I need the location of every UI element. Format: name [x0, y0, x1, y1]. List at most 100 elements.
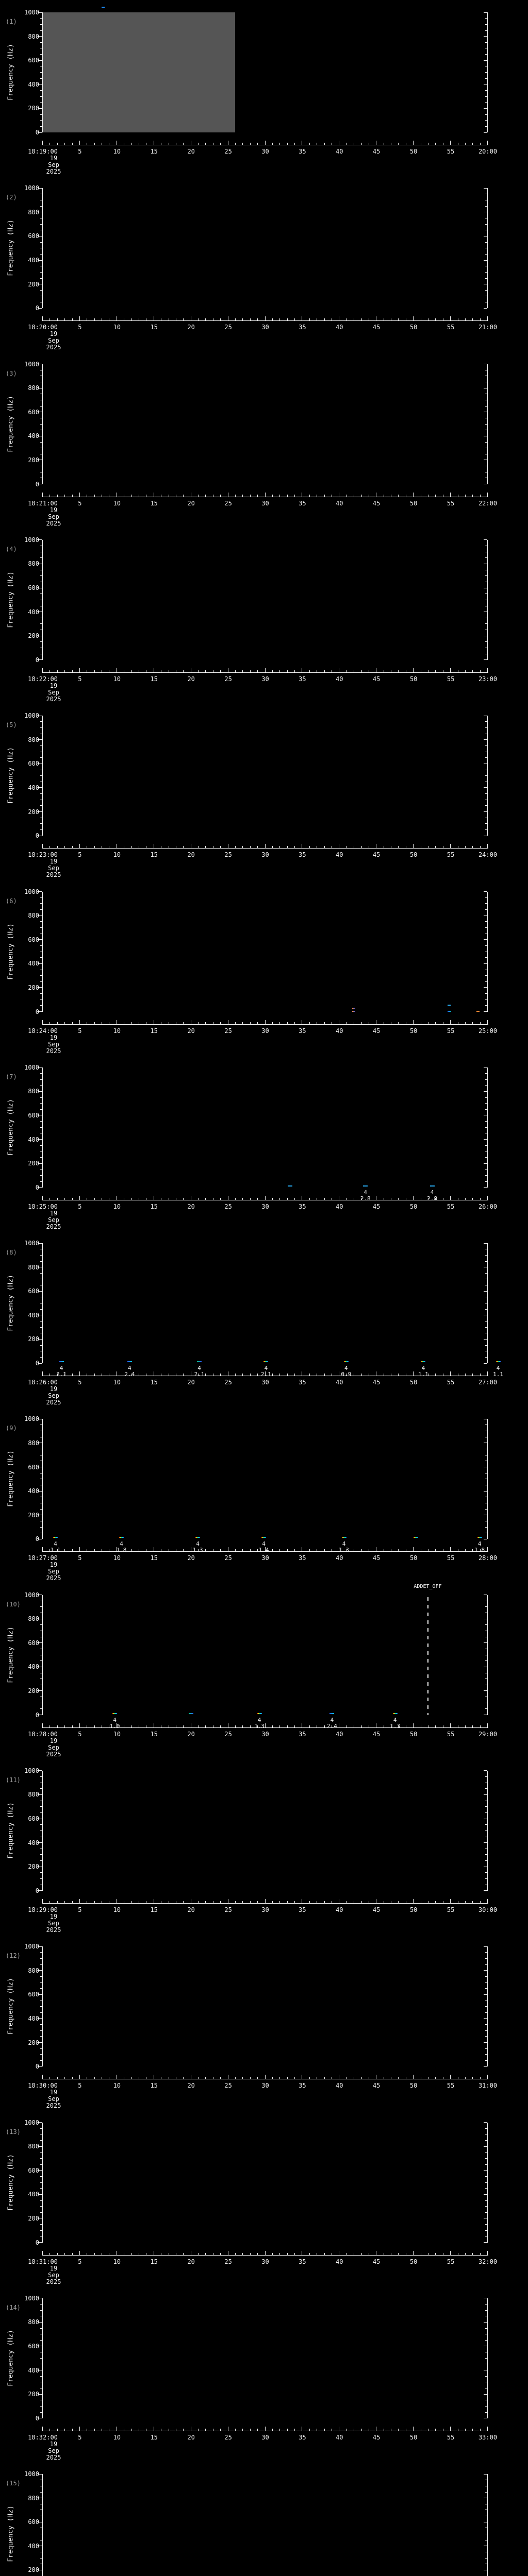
- y-axis-spine-right: [487, 1419, 488, 1539]
- x-axis-spine: [42, 672, 488, 673]
- y-axis-tick: [485, 2188, 487, 2189]
- y-axis-tick: [40, 829, 42, 831]
- x-axis-tick: [450, 492, 451, 497]
- x-axis-tick: [398, 2252, 399, 2255]
- x-tick-label: 20: [187, 2433, 195, 2441]
- y-axis-tick: [485, 829, 487, 831]
- y-axis-tick: [40, 2188, 42, 2189]
- date-label: 2025: [46, 1399, 61, 1406]
- x-axis-tick: [324, 2077, 325, 2079]
- y-tick-label: 600: [28, 2342, 39, 2350]
- x-axis-tick: [183, 494, 184, 497]
- y-axis-spine-left: [42, 364, 43, 484]
- y-tick-label: 1000: [24, 888, 39, 895]
- detection-speck: [448, 1010, 451, 1012]
- y-axis-tick: [484, 1091, 487, 1092]
- y-axis-tick: [39, 1187, 42, 1188]
- y-axis-tick: [39, 939, 42, 940]
- x-axis-tick: [487, 1547, 488, 1552]
- x-tick-label: 40: [336, 1027, 343, 1035]
- x-axis-tick: [465, 2077, 466, 2079]
- x-axis-tick: [205, 2252, 206, 2255]
- x-axis-tick: [183, 1549, 184, 1552]
- x-axis-tick: [309, 1197, 310, 1200]
- y-axis-tick: [485, 1181, 487, 1182]
- y-axis-tick: [39, 1091, 42, 1092]
- y-axis-spine-left: [42, 2298, 43, 2418]
- y-axis-title: Frequency (Hz): [7, 747, 15, 804]
- date-label: 19: [50, 2440, 58, 2448]
- y-axis-tick: [485, 1261, 487, 1262]
- x-axis-tick: [413, 1195, 414, 1200]
- y-axis-spine-left: [42, 539, 43, 660]
- x-axis-tick: [324, 846, 325, 849]
- date-label: 19: [50, 330, 58, 338]
- y-axis-tick: [485, 1606, 487, 1607]
- y-axis-tick: [40, 2182, 42, 2183]
- x-axis-tick: [435, 143, 436, 145]
- spectrogram-plot-area: [43, 1946, 488, 2067]
- spectrogram-plot-area: [43, 716, 488, 836]
- spectrogram-panel: (8) Frequency (Hz) 0 200 400 600 800 1000 18:2…: [0, 1231, 528, 1406]
- x-axis-tick: [265, 844, 266, 849]
- x-axis-tick: [465, 318, 466, 321]
- y-tick-label: 0: [35, 2239, 39, 2246]
- spectrogram-panel: (1) Frequency (Hz) 0 200 400 600 800 1000 18:1…: [0, 0, 528, 176]
- y-axis-tick: [485, 1806, 487, 1807]
- x-tick-label: 15: [150, 148, 158, 155]
- x-tick-label: 10: [113, 2433, 121, 2441]
- x-axis-tick: [257, 1549, 258, 1552]
- x-tick-label: 40: [336, 2433, 343, 2441]
- x-axis-tick: [272, 1374, 273, 1376]
- y-tick-label: 400: [28, 1136, 39, 1143]
- event-marker: [197, 1361, 202, 1363]
- y-axis-tick: [484, 2122, 487, 2123]
- x-axis-tick: [242, 2252, 243, 2255]
- x-tick-label: 35: [299, 1730, 306, 1738]
- x-axis-tick: [198, 2252, 199, 2255]
- x-tick-label: 55: [447, 1554, 455, 1562]
- y-axis-tick: [485, 2328, 487, 2329]
- x-axis-tick: [220, 2077, 221, 2079]
- y-axis-tick: [40, 1357, 42, 1358]
- x-tick-label: 45: [372, 851, 381, 859]
- x-axis-tick: [57, 1549, 58, 1552]
- y-axis-tick: [39, 2473, 42, 2475]
- x-axis-tick: [487, 141, 488, 145]
- x-tick-label: 50: [409, 148, 418, 155]
- event-count-label: 4: [342, 1540, 346, 1548]
- y-axis-spine-left: [42, 12, 43, 132]
- y-axis-tick: [485, 1854, 487, 1855]
- x-axis-tick: [435, 2077, 436, 2079]
- event-marker: [477, 1537, 482, 1538]
- x-axis-tick: [279, 846, 280, 849]
- y-axis-tick: [485, 1085, 487, 1086]
- y-tick-label: 200: [28, 1863, 39, 1871]
- y-tick-label: 800: [28, 1088, 39, 1095]
- y-axis-tick: [484, 108, 487, 109]
- x-axis-tick: [64, 2428, 65, 2431]
- event-marker: [53, 1537, 58, 1538]
- x-axis-tick: [205, 143, 206, 145]
- date-label: 2025: [46, 1574, 61, 1582]
- x-axis-tick: [309, 2077, 310, 2079]
- y-tick-label: 1000: [24, 1943, 39, 1951]
- x-axis-tick: [220, 318, 221, 321]
- spectrogram-panel: (15) Frequency (Hz) 0200400600800100018:…: [0, 2462, 528, 2576]
- y-axis-tick: [39, 787, 42, 788]
- x-axis-tick: [198, 1197, 199, 1200]
- y-tick-label: 1000: [24, 1240, 39, 1247]
- spectrogram-plot-area: [43, 1595, 488, 1715]
- x-tick-label: 50: [409, 1379, 418, 1386]
- x-tick-label: 15: [150, 1906, 158, 1913]
- x-tick-label: 20: [187, 2082, 195, 2090]
- event-marker: [392, 1713, 398, 1714]
- y-tick-label: 800: [28, 32, 39, 40]
- x-axis-tick: [235, 1374, 236, 1376]
- x-tick-label: 10: [113, 851, 121, 859]
- y-axis-tick: [40, 2340, 42, 2341]
- x-tick-label: 55: [447, 1906, 455, 1913]
- panel-index-label: (2): [6, 194, 17, 201]
- x-axis-tick: [413, 844, 414, 849]
- x-axis-tick: [79, 1547, 80, 1552]
